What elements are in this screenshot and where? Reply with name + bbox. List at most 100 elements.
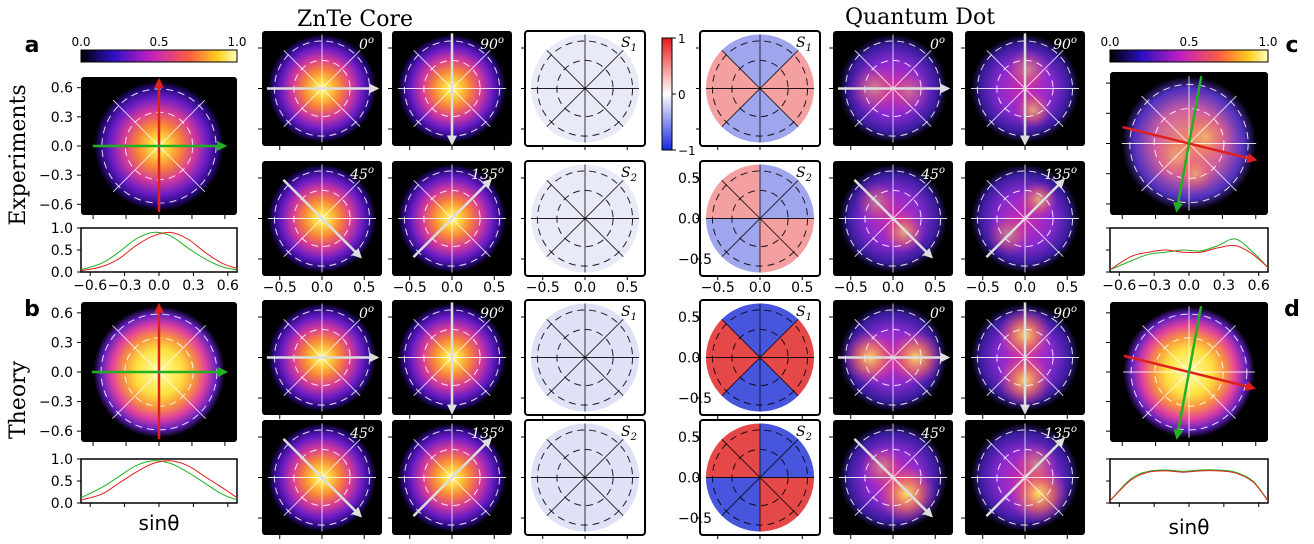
panel-annotation: S2: [621, 424, 637, 443]
x-tick-label: 0.0: [441, 280, 463, 296]
annotation-base: 0: [359, 37, 368, 53]
guide-line: [546, 438, 624, 517]
annotation-base: 0: [930, 306, 939, 322]
guide-line: [546, 179, 624, 258]
panel-annotation: 0o: [359, 304, 374, 322]
panel-label: d: [1284, 297, 1300, 322]
guide-line: [546, 49, 624, 128]
x-tick-label: −0.6: [1102, 278, 1136, 294]
annotation-base: S: [796, 304, 806, 320]
y-tick-label: 0.0: [678, 471, 700, 487]
x-tick-label: −0.3: [108, 278, 142, 294]
profile-curve: [1109, 470, 1269, 502]
y-tick-label: −0.3: [39, 168, 73, 184]
panel-annotation: 45o: [349, 424, 374, 442]
y-tick-label: −0.5: [678, 252, 712, 268]
annotation-sup: o: [1071, 35, 1077, 46]
x-tick-label: 0.0: [574, 280, 596, 296]
annotation-sup: o: [1071, 304, 1077, 315]
annotation-sub: 1: [631, 312, 637, 323]
direction-arrow: [1173, 76, 1203, 213]
y-tick-label: 0.5: [678, 171, 700, 187]
x-tick-label: 0.0: [749, 280, 771, 296]
y-tick-label: 0.6: [51, 81, 73, 97]
guide-line: [721, 49, 799, 128]
x-axis-label: sinθ: [1169, 515, 1210, 539]
annotation-sup: o: [498, 304, 504, 315]
y-tick-label: 0.5: [678, 430, 700, 446]
colorbar: [1109, 49, 1269, 63]
polarizer-arrow: [282, 438, 363, 518]
colorbar-tick-label: 0.5: [149, 35, 168, 49]
panel-annotation: S2: [621, 165, 637, 184]
direction-arrow: [1173, 306, 1203, 440]
profile-frame: [1109, 458, 1269, 504]
x-tick-label: −0.5: [263, 280, 297, 296]
row-label: Theory: [6, 360, 31, 439]
intensity-blob: [882, 210, 926, 254]
x-tick-label: 0.0: [1014, 280, 1036, 296]
guide-line: [721, 179, 799, 258]
x-tick-label: −0.5: [701, 280, 735, 296]
y-tick-label: −0.6: [39, 424, 73, 440]
profile-curve: [80, 460, 238, 501]
panel-annotation: 45o: [920, 165, 945, 183]
x-tick-label: 0.0: [311, 280, 333, 296]
y-tick-label: 0.0: [51, 365, 73, 381]
annotation-sub: 2: [805, 173, 812, 184]
annotation-base: 90: [480, 306, 498, 322]
profile-curve: [1109, 469, 1269, 502]
annotation-sup: o: [939, 424, 945, 435]
y-tick-label: 0.5: [678, 310, 700, 326]
guide-line: [721, 318, 799, 397]
panel-annotation: 90o: [1053, 35, 1077, 53]
x-tick-label: −0.5: [526, 280, 560, 296]
intensity-blob: [1019, 180, 1058, 219]
x-tick-label: 0.5: [924, 280, 946, 296]
polarizer-arrow: [853, 179, 934, 259]
intensity-blob: [1014, 91, 1053, 130]
panel-annotation: S2: [796, 424, 812, 443]
title: Quantum Dot: [845, 5, 995, 30]
x-tick-label: 0.5: [1056, 280, 1078, 296]
x-axis-label: sinθ: [139, 511, 180, 535]
panel-label: b: [24, 297, 40, 322]
annotation-sup: o: [939, 35, 945, 46]
y-tick-label: 0.6: [51, 306, 73, 322]
polarizer-arrow: [853, 438, 934, 518]
annotation-sub: 2: [630, 173, 637, 184]
panel-annotation: S1: [621, 304, 637, 323]
guide-line: [721, 438, 799, 517]
annotation-sup: o: [368, 35, 374, 46]
row-label: Experiments: [6, 84, 31, 225]
panel-annotation: S1: [621, 35, 637, 54]
polarizer-arrow: [985, 437, 1066, 517]
profile-curve: [80, 231, 238, 272]
annotation-base: S: [621, 304, 631, 320]
panel-annotation: 135o: [1044, 165, 1077, 183]
colorbar-tick-label: 0.5: [1179, 35, 1198, 49]
annotation-base: 45: [920, 426, 939, 442]
y-tick-label: 0.0: [678, 212, 700, 228]
annotation-sup: o: [498, 165, 504, 176]
panel-annotation: 0o: [930, 35, 945, 53]
x-tick-label: 0.3: [182, 278, 204, 294]
panel-annotation: 90o: [480, 304, 504, 322]
x-tick-label: 0.6: [217, 278, 239, 294]
annotation-base: 0: [359, 306, 368, 322]
x-tick-label: 0.0: [148, 278, 170, 294]
annotation-sub: 1: [806, 312, 812, 323]
annotation-sup: o: [368, 304, 374, 315]
annotation-base: 90: [480, 37, 498, 53]
colorbar-tick-label: 0: [678, 88, 686, 102]
x-tick-label: −0.6: [73, 278, 107, 294]
y-tick-label: 0.0: [678, 351, 700, 367]
panel-annotation: 45o: [920, 424, 945, 442]
panel-annotation: 0o: [930, 304, 945, 322]
y-tick-label: 0.3: [51, 110, 73, 126]
panel-annotation: 45o: [349, 165, 374, 183]
polarizer-arrow: [412, 178, 493, 258]
colorbar-tick-label: 1: [678, 32, 686, 46]
x-tick-label: 0.5: [483, 280, 505, 296]
